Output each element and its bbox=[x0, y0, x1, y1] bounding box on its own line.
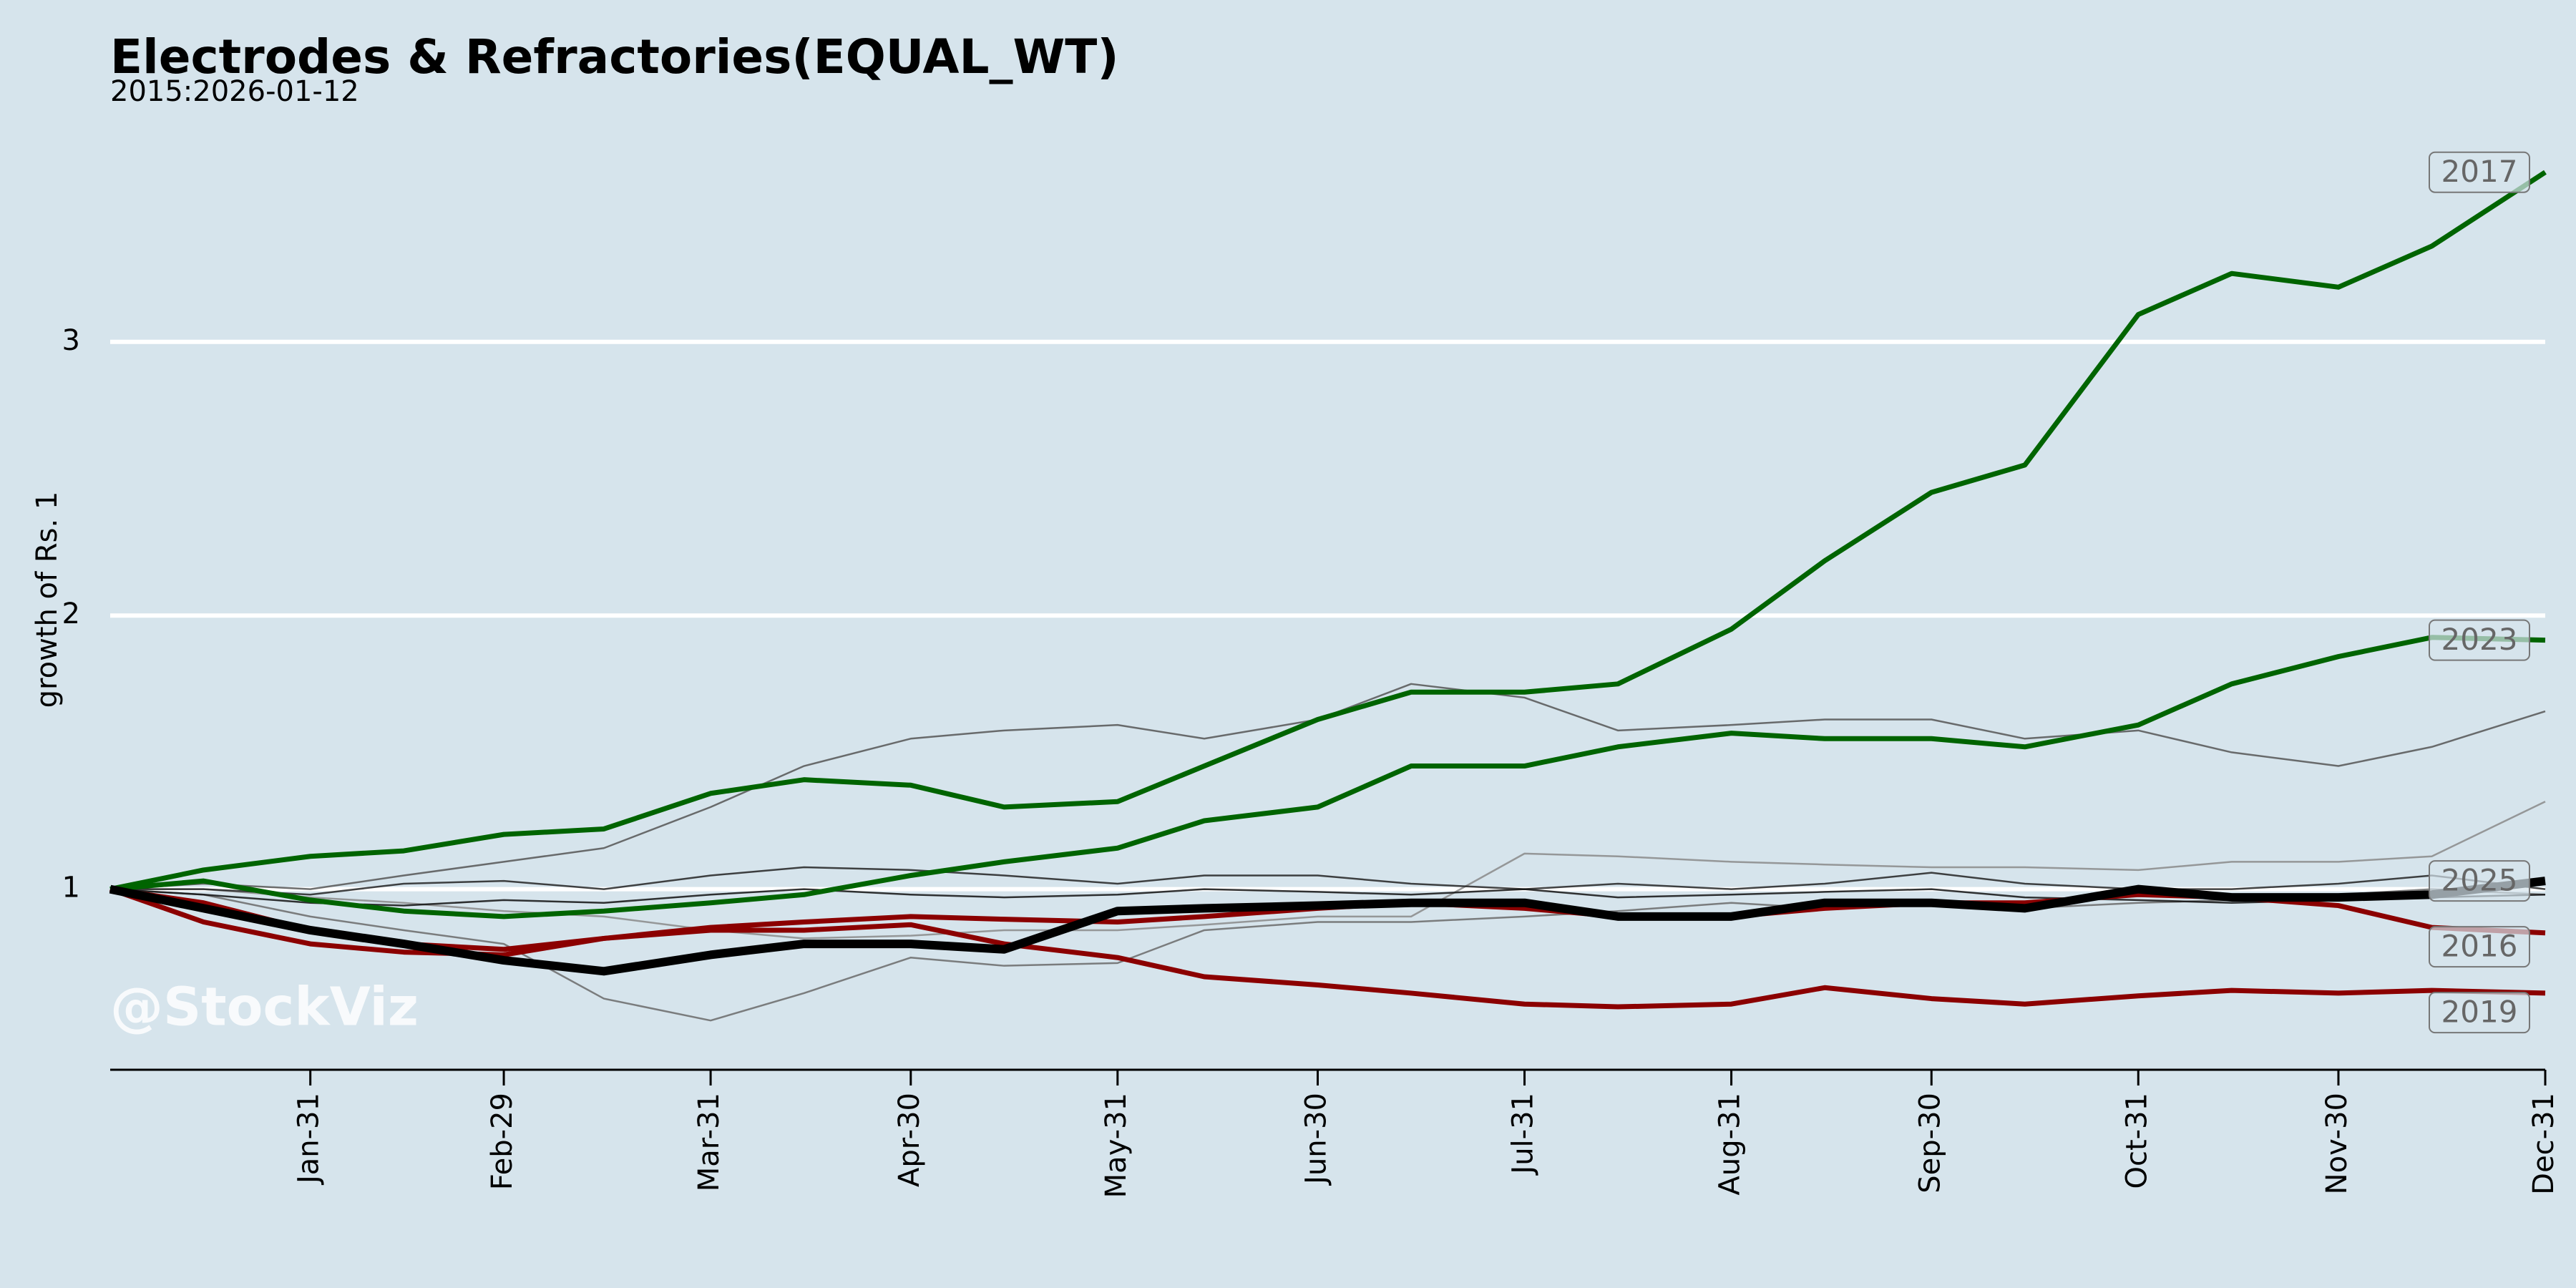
x-tick-label: May-31 bbox=[1100, 1093, 1133, 1198]
x-tick-label: Jul-31 bbox=[1507, 1093, 1540, 1176]
x-tick-label: Feb-29 bbox=[486, 1093, 519, 1190]
series-label: 2017 bbox=[2441, 154, 2518, 189]
x-tick-label: Nov-30 bbox=[2321, 1093, 2353, 1194]
series-line bbox=[109, 887, 2546, 1010]
series-label: 2023 bbox=[2441, 622, 2518, 657]
y-tick-label: 1 bbox=[62, 872, 80, 904]
x-tick-label: Apr-30 bbox=[893, 1093, 926, 1187]
y-tick-label: 3 bbox=[62, 324, 80, 357]
series-line bbox=[109, 888, 2546, 907]
chart-subtitle: 2015:2026-01-12 bbox=[110, 75, 359, 108]
series-line bbox=[110, 801, 2546, 940]
series-label-box bbox=[2429, 992, 2530, 1034]
series-label: 2025 bbox=[2441, 863, 2518, 898]
x-tick-label: Dec-31 bbox=[2527, 1093, 2560, 1195]
x-tick-label: Sep-30 bbox=[1913, 1093, 1946, 1194]
series-line bbox=[109, 888, 2546, 1022]
series-label: 2019 bbox=[2441, 995, 2518, 1030]
series-label: 2016 bbox=[2441, 929, 2518, 964]
chart-title: Electrodes & Refractories(EQUAL_WT) bbox=[110, 29, 1119, 84]
x-tick-label: Aug-31 bbox=[1714, 1093, 1747, 1195]
series-label-box bbox=[2429, 860, 2530, 902]
series-line bbox=[109, 170, 2547, 892]
x-tick-label: Oct-31 bbox=[2120, 1093, 2153, 1189]
y-tick-label: 2 bbox=[62, 597, 80, 630]
series-line bbox=[109, 635, 2546, 919]
x-tick-label: Mar-31 bbox=[693, 1093, 726, 1191]
series-label-box bbox=[2429, 926, 2530, 968]
y-axis-label: growth of Rs. 1 bbox=[31, 492, 64, 708]
series-line bbox=[109, 877, 2546, 976]
series-label-box bbox=[2429, 151, 2530, 193]
series-label-box bbox=[2429, 619, 2530, 661]
x-tick-label: Jan-31 bbox=[293, 1093, 326, 1186]
x-tick-label: Jun-30 bbox=[1300, 1093, 1333, 1186]
watermark: @StockViz bbox=[110, 977, 419, 1038]
